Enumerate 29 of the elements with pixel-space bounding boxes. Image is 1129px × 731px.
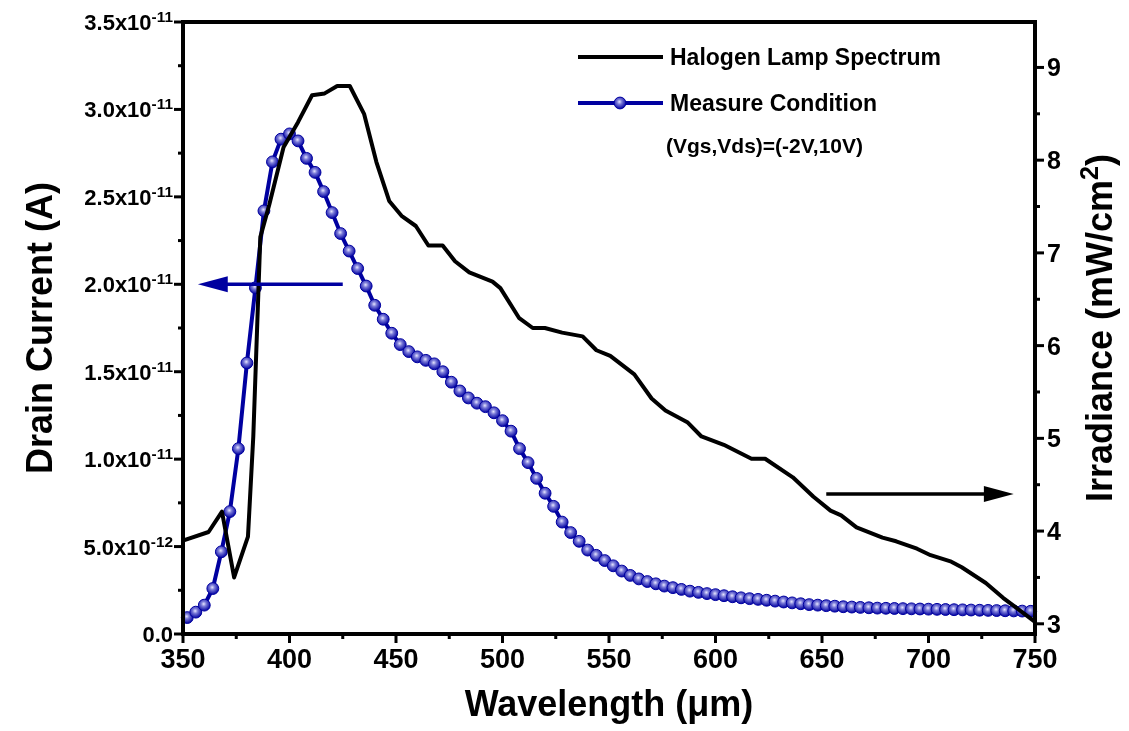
x-tick-label: 650 [799,644,845,674]
y2-tick-label: 8 [1047,146,1061,175]
y-tick-label: 2.0x10$^{-11}$ [84,269,174,298]
y2-tick-label: 6 [1047,331,1061,360]
x-tick-label: 550 [586,644,632,674]
legend-label: Measure Condition [670,90,878,116]
y2-tick-label: 5 [1047,424,1061,453]
x-tick-label: 450 [373,644,419,674]
y2-tick-label: 3 [1047,609,1061,638]
annotation: (Vgs,Vds)=(-2V,10V) [666,134,864,157]
x-tick-label: 600 [692,644,739,674]
x-tick-label: 700 [905,644,952,674]
y2-tick-label: 7 [1047,238,1061,267]
x-tick-label: 400 [266,644,313,674]
y2-tick-label: 4 [1047,517,1061,546]
x-tick-label: 350 [160,644,206,674]
y-tick-label: 1.5x10$^{-11}$ [84,357,174,385]
y-tick-label: 3.0x10$^{-11}$ [84,94,174,123]
x-tick-label: 500 [479,644,526,674]
y-tick-label: 1.0x10$^{-11}$ [84,444,174,473]
y-axis-title: Drain Current (A) [19,181,60,475]
y2-tick-label: 9 [1047,53,1061,82]
y-tick-label: 2.5x10$^{-11}$ [84,182,174,210]
y-tick-label: 5.0x10$^{-12}$ [83,532,173,560]
x-tick-label: 750 [1012,644,1058,674]
y-tick-label: 0.0 [142,622,173,647]
x-axis-title: Wavelength (μm) [464,683,754,724]
legend-label: Halogen Lamp Spectrum [670,44,941,70]
y-tick-label: 3.5x10$^{-11}$ [84,7,174,35]
